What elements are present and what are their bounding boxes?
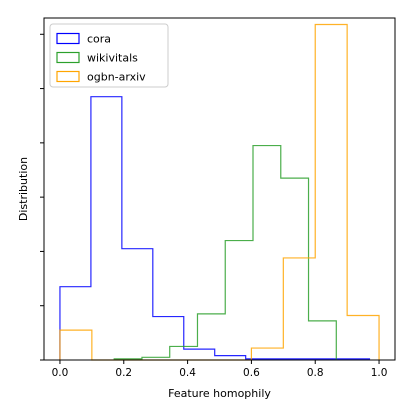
x-axis-label: Feature homophily [168,387,271,400]
x-tick-label: 0.2 [115,367,132,379]
legend: cora wikivitals ogbn-arxiv [50,24,168,87]
legend-label-wikivitals: wikivitals [87,52,138,65]
x-tick-label: 0.8 [307,367,324,379]
x-tick-label: 0.4 [179,367,196,379]
y-axis-label: Distribution [17,157,30,221]
x-tick-label: 0.6 [243,367,260,379]
x-tick-label: 1.0 [371,367,388,379]
y-axis-ticks [40,34,44,360]
legend-label-ogbn-arxiv: ogbn-arxiv [87,71,146,84]
x-tick-label: 0.0 [52,367,69,379]
legend-label-cora: cora [87,33,111,46]
series-wikivitals-histogram [114,146,336,360]
x-axis-ticks: 0.0 0.2 0.4 0.6 0.8 1.0 [52,360,388,379]
